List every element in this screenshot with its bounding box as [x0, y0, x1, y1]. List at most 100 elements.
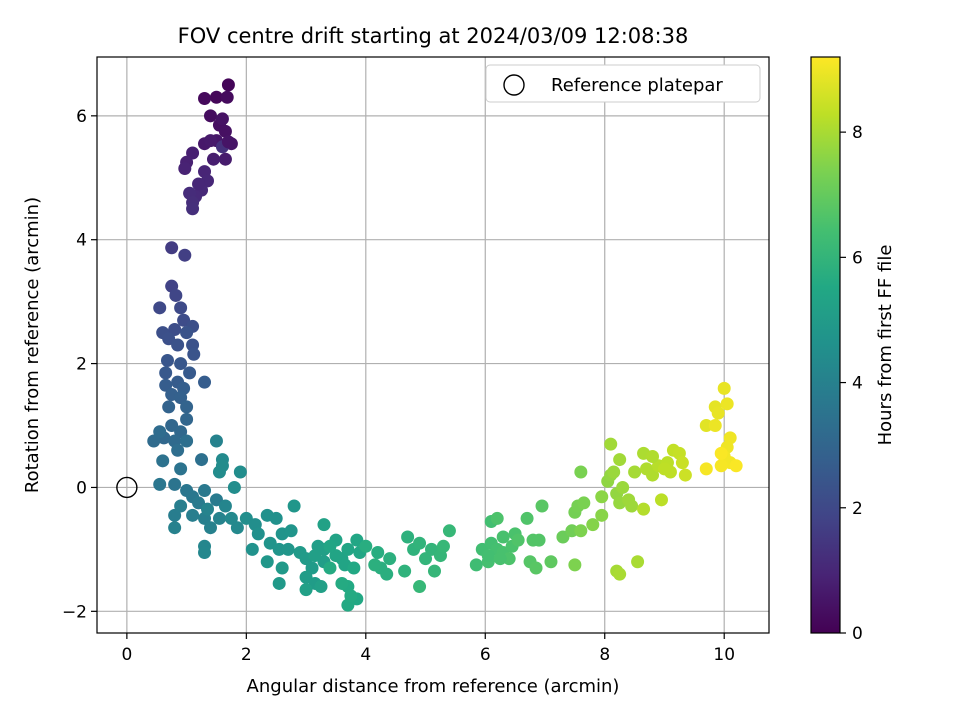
data-point [699, 462, 713, 476]
data-point [646, 468, 660, 482]
data-point [413, 580, 427, 594]
data-point [646, 449, 660, 463]
data-point [657, 462, 671, 476]
x-tick-label: 0 [121, 645, 132, 665]
data-point [329, 549, 343, 563]
data-point [711, 406, 725, 420]
data-point [174, 301, 188, 315]
data-point [383, 552, 397, 566]
y-tick-label: 0 [76, 478, 87, 498]
data-point [224, 511, 238, 525]
data-point [159, 366, 173, 380]
data-point [218, 499, 232, 513]
data-point [220, 90, 234, 104]
x-axis-ticks: 0 2 4 6 8 10 [121, 633, 735, 665]
data-point [323, 539, 337, 553]
data-point [180, 434, 194, 448]
y-axis-label: Rotation from reference (arcmin) [22, 197, 43, 493]
data-point [401, 530, 415, 544]
y-tick-label: 6 [76, 107, 87, 127]
data-point [380, 567, 394, 581]
data-point [153, 301, 167, 315]
data-point [347, 561, 361, 575]
legend: Reference platepar [485, 64, 761, 103]
data-point [341, 542, 355, 556]
data-point [186, 146, 200, 160]
data-point [203, 134, 217, 148]
data-point [371, 545, 385, 559]
data-point [209, 90, 223, 104]
data-point [323, 561, 337, 575]
data-point [186, 508, 200, 522]
data-point [511, 533, 525, 547]
data-point [419, 552, 433, 566]
x-tick-label: 10 [713, 645, 735, 665]
data-point [178, 161, 192, 175]
y-tick-label: 4 [76, 231, 87, 251]
data-point [442, 524, 456, 538]
data-point [413, 536, 427, 550]
data-point [221, 135, 235, 149]
data-point [317, 518, 331, 532]
y-tick-label: −2 [62, 602, 87, 622]
data-point [496, 530, 510, 544]
data-point [174, 462, 188, 476]
data-point [595, 490, 609, 504]
data-point [168, 323, 182, 337]
data-point [165, 241, 179, 255]
reference-platepar-marker [116, 476, 138, 499]
data-point [344, 589, 358, 603]
data-point [156, 454, 170, 468]
data-point [168, 508, 182, 522]
data-point [616, 480, 630, 494]
plot-frame [96, 56, 770, 634]
data-point [174, 391, 188, 405]
data-point [714, 459, 728, 473]
data-point [469, 558, 483, 572]
data-point [305, 561, 319, 575]
x-tick-label: 4 [360, 645, 371, 665]
data-point [675, 456, 689, 470]
data-point [159, 378, 173, 392]
data-point [218, 152, 232, 166]
data-point [368, 558, 382, 572]
data-point [708, 419, 722, 433]
data-point [544, 555, 558, 569]
colorbar-tick-label: 0 [852, 624, 863, 644]
data-point [678, 468, 692, 482]
data-point [198, 91, 212, 105]
x-axis-label: Angular distance from reference (arcmin) [247, 676, 620, 697]
chart-title: FOV centre drift starting at 2024/03/09 … [178, 24, 689, 48]
data-point [171, 443, 185, 457]
data-point [186, 202, 200, 216]
colorbar-tick-label: 8 [852, 123, 863, 143]
data-point [180, 326, 194, 340]
data-point [699, 419, 713, 433]
data-point [535, 499, 549, 513]
data-point [284, 524, 298, 538]
data-point [153, 425, 167, 439]
data-point [714, 446, 728, 460]
data-point [281, 542, 295, 556]
x-tick-label: 2 [241, 645, 252, 665]
data-point [198, 545, 212, 559]
data-point [147, 434, 161, 448]
data-point [493, 552, 507, 566]
data-point [203, 109, 217, 123]
data-point [178, 248, 192, 262]
data-point [577, 496, 591, 510]
data-point [260, 555, 274, 569]
data-point [187, 347, 201, 361]
data-point [637, 502, 651, 516]
data-point [251, 527, 265, 541]
colorbar-tick-label: 4 [852, 374, 863, 394]
y-tick-label: 2 [76, 355, 87, 375]
data-point [613, 567, 627, 581]
data-point [171, 338, 185, 352]
colorbar-label: Hours from first FF file [875, 245, 896, 446]
data-point [272, 542, 286, 556]
data-point [198, 484, 212, 498]
data-point [174, 357, 188, 371]
data-point [169, 288, 183, 302]
